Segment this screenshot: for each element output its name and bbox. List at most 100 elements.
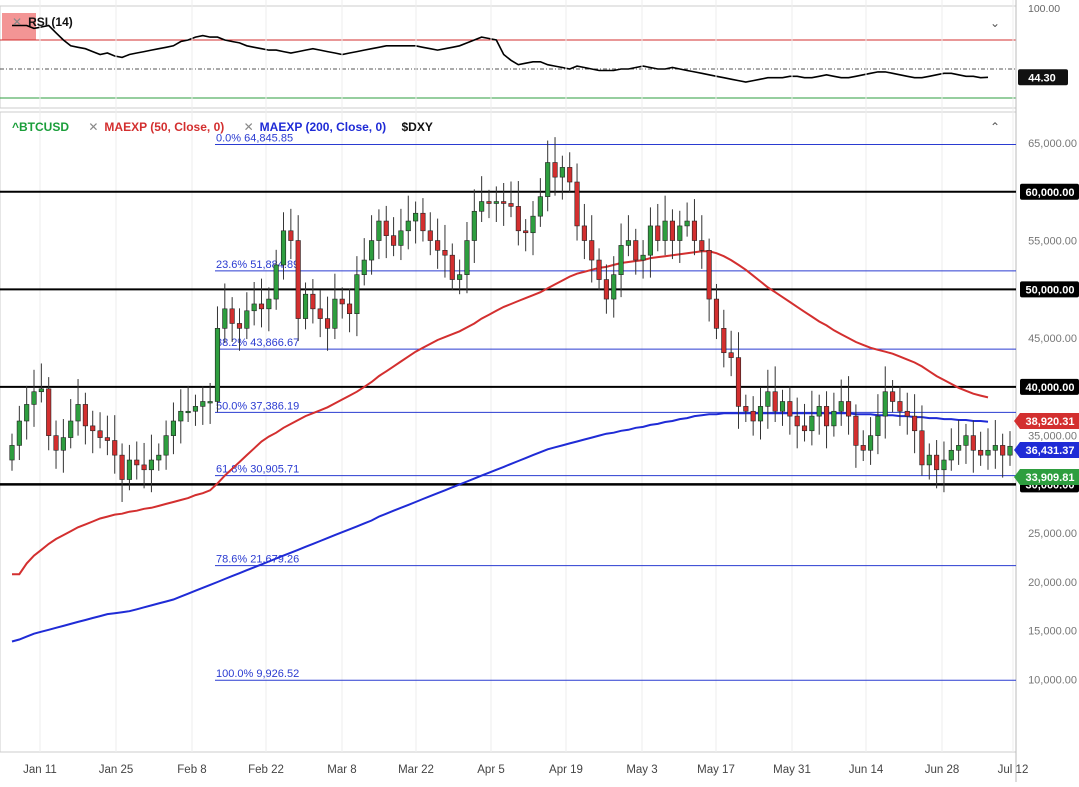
candle-body: [369, 240, 375, 261]
legend-compare[interactable]: $DXY: [401, 120, 433, 134]
candle-body: [427, 230, 433, 241]
fib-label: 38.2% 43,866.67: [216, 337, 299, 349]
ema50-line: [12, 250, 989, 576]
candle-body: [68, 420, 74, 438]
candle-body: [170, 420, 176, 436]
candle-body: [60, 437, 66, 451]
candle-body: [405, 220, 411, 232]
candle-body: [743, 406, 749, 412]
candle-body: [163, 435, 169, 456]
price-legend: ^BTCUSD ✕ MAEXP (50, Close, 0) ✕ MAEXP (20…: [12, 120, 433, 134]
candle-body: [912, 415, 918, 432]
ma50-remove-icon[interactable]: ✕: [88, 120, 99, 134]
candle-body: [435, 240, 441, 251]
candle-body: [706, 250, 712, 300]
candle-body: [391, 235, 397, 246]
candle-body: [919, 430, 925, 466]
candle-body: [347, 303, 353, 315]
candle-body: [838, 401, 844, 412]
y-tick-label: 10,000.00: [1028, 675, 1077, 687]
candle-body: [457, 274, 463, 280]
level-badge: [1020, 378, 1079, 395]
legend-ma50[interactable]: MAEXP (50, Close, 0): [104, 120, 225, 134]
price-frame: [0, 111, 1017, 753]
rsi-line: [12, 24, 989, 83]
candle-body: [126, 459, 132, 480]
y-tick-label: 65,000.00: [1028, 138, 1077, 150]
candle-body: [119, 454, 125, 480]
x-tick-label: Jan 11: [23, 764, 57, 776]
candle-body: [376, 220, 382, 241]
candle-body: [398, 230, 404, 246]
candle-body: [214, 328, 221, 402]
legend-ma200[interactable]: MAEXP (200, Close, 0): [259, 120, 387, 134]
candle-body: [515, 206, 521, 232]
candle-body: [926, 454, 932, 466]
candle-body: [853, 415, 859, 446]
candle-body: [302, 293, 309, 319]
candle-body: [882, 391, 888, 417]
candle-body: [295, 240, 301, 319]
candle-body: [603, 279, 609, 300]
x-tick-label: May 17: [697, 764, 735, 776]
x-tick-label: Feb 8: [177, 764, 206, 776]
candle-body: [970, 435, 976, 451]
candle-body: [16, 420, 22, 446]
candle-body: [251, 303, 257, 312]
candle-body: [273, 264, 279, 300]
candle-body: [567, 167, 573, 183]
candle-body: [831, 410, 837, 427]
candle-body: [156, 454, 162, 461]
candle-body: [1000, 445, 1006, 456]
candle-body: [611, 274, 617, 300]
y-tick-label: 55,000.00: [1028, 236, 1077, 248]
candle-body: [809, 415, 815, 432]
candlesticks: [9, 137, 1013, 502]
candle-body: [985, 449, 991, 456]
rsi-current-label: 44.30: [1028, 72, 1056, 84]
legend-symbol[interactable]: ^BTCUSD: [12, 120, 70, 134]
price-badge-label: 38,920.31: [1026, 416, 1075, 428]
candle-body: [897, 401, 903, 412]
price-collapse-icon[interactable]: ⌃: [990, 120, 1001, 134]
candle-body: [699, 240, 705, 251]
x-tick-label: Apr 19: [549, 764, 583, 776]
candle-body: [728, 352, 734, 358]
candle-body: [772, 391, 778, 412]
candle-body: [735, 357, 742, 407]
candle-body: [229, 308, 235, 324]
candle-body: [471, 210, 477, 241]
rsi-remove-icon[interactable]: ✕: [12, 15, 23, 29]
level-badge-label: 50,000.00: [1026, 284, 1075, 296]
rsi-collapse-icon[interactable]: ⌄: [990, 16, 1001, 30]
candle-body: [581, 225, 587, 241]
candle-body: [486, 201, 492, 204]
candle-body: [978, 449, 984, 456]
candle-body: [875, 415, 881, 436]
candle-body: [801, 425, 808, 432]
candle-body: [633, 240, 639, 261]
candle-body: [178, 410, 184, 422]
candle-body: [545, 162, 551, 197]
candle-body: [868, 435, 874, 451]
candle-body: [992, 445, 998, 451]
candle-body: [317, 308, 323, 319]
candle-body: [493, 201, 499, 204]
candle-body: [691, 220, 698, 241]
candle-body: [332, 298, 338, 329]
x-tick-label: May 3: [626, 764, 657, 776]
candle-body: [185, 410, 191, 414]
rsi-legend: ✕ RSI (14): [12, 15, 73, 29]
level-badge: [1020, 281, 1079, 298]
y-tick-label: 20,000.00: [1028, 577, 1077, 589]
x-tick-label: Jun 28: [925, 764, 960, 776]
candle-body: [677, 225, 683, 241]
y-tick-label: 45,000.00: [1028, 333, 1077, 345]
candle-body: [354, 274, 360, 315]
candle-body: [24, 404, 30, 422]
candle-body: [846, 401, 852, 417]
candle-body: [787, 401, 793, 417]
rsi-legend-label: RSI (14): [28, 15, 73, 29]
ma200-remove-icon[interactable]: ✕: [243, 120, 254, 134]
candle-body: [38, 388, 44, 393]
